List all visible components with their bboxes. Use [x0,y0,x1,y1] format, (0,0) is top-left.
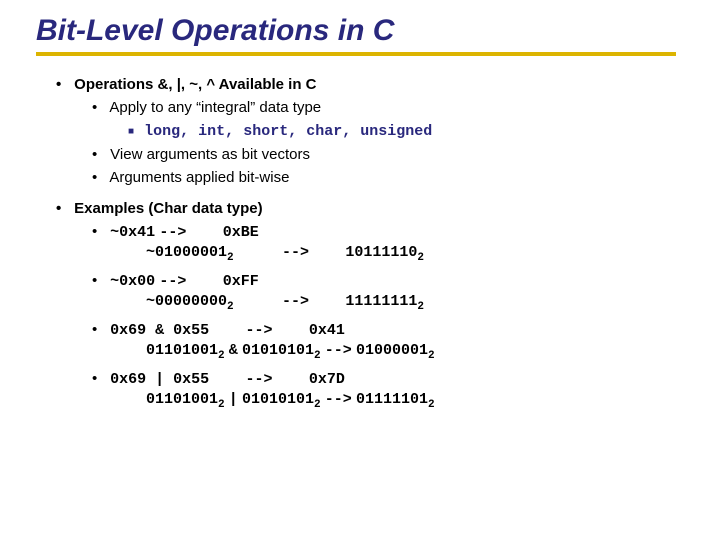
section1-sub1-text: Apply to any “integral” data type [109,99,321,116]
ex4-a: 0x69 | 0x55 [110,371,209,388]
examples-section: • Examples (Char data type) • ~0x41 --> … [56,200,680,411]
ex2-bin-a: ~000000002 [146,293,234,310]
ex2-b: 0xFF [223,273,259,290]
arrow: --> [159,224,186,241]
ex3-b: 0x41 [309,322,345,339]
section1-sub3-text: Arguments applied bit-wise [109,169,289,186]
example-3-binary: 011010012 & 010101012 --> 010000012 [146,341,680,362]
example-4: • 0x69 | 0x55 --> 0x7D [92,370,680,388]
bullet-icon: • [92,370,106,387]
bullet-icon: • [56,76,70,93]
section1-code: long, int, short, char, unsigned [144,123,432,140]
bullet-icon: • [92,146,106,163]
section1-sub2-text: View arguments as bit vectors [110,146,310,163]
example-1: • ~0x41 --> 0xBE [92,223,680,241]
example-2: • ~0x00 --> 0xFF [92,272,680,290]
section1-heading-text: Operations &, |, ~, ^ Available in C [74,76,316,93]
bullet-icon: • [92,272,106,289]
ex1-bin-a: ~010000012 [146,244,234,261]
section1-sub3: • Arguments applied bit-wise [92,169,680,186]
ex2-bin-b: 111111112 [345,293,424,310]
square-bullet-icon: ■ [128,126,140,137]
arrow: --> [246,322,273,339]
arrow: --> [282,293,309,310]
example-4-binary: 011010012 | 010101012 --> 011111012 [146,390,680,411]
example-1-binary: ~010000012 --> 101111102 [146,243,680,264]
section2-heading-text: Examples (Char data type) [74,200,262,217]
bullet-icon: • [56,200,70,217]
arrow: --> [282,244,309,261]
section1-sub1: • Apply to any “integral” data type [92,99,680,116]
example-3: • 0x69 & 0x55 --> 0x41 [92,321,680,339]
arrow: --> [325,391,352,408]
ex2-a: ~0x00 [110,273,155,290]
bullet-icon: • [92,99,106,116]
slide: Bit-Level Operations in C • Operations &… [0,0,720,540]
content-area: • Operations &, |, ~, ^ Available in C •… [0,56,720,411]
ex4-b: 0x7D [309,371,345,388]
title-area: Bit-Level Operations in C [0,0,720,56]
op-and: & [229,342,238,359]
section2-heading: • Examples (Char data type) [56,200,680,217]
bullet-icon: • [92,223,106,240]
ex1-bin-b: 101111102 [345,244,424,261]
op-or: | [229,391,238,408]
ex1-a: ~0x41 [110,224,155,241]
ex1-b: 0xBE [223,224,259,241]
example-2-binary: ~000000002 --> 111111112 [146,292,680,313]
arrow: --> [246,371,273,388]
slide-title: Bit-Level Operations in C [36,14,720,54]
section1-sub2: • View arguments as bit vectors [92,146,680,163]
arrow: --> [159,273,186,290]
ex3-a: 0x69 & 0x55 [110,322,209,339]
bullet-icon: • [92,169,106,186]
section1-sub1-detail: ■ long, int, short, char, unsigned [128,122,680,140]
section1-heading: • Operations &, |, ~, ^ Available in C [56,76,680,93]
arrow: --> [325,342,352,359]
bullet-icon: • [92,321,106,338]
